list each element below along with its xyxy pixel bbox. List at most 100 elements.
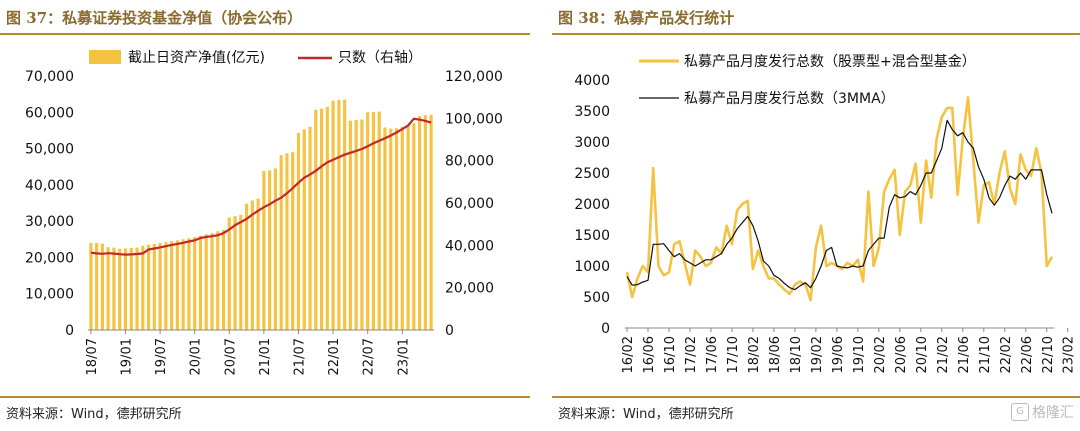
bar (221, 229, 226, 330)
bar (210, 233, 214, 330)
legend-label: 私募产品月度发行总数（3MMA） (684, 91, 895, 107)
bar (377, 111, 381, 330)
right-y-tick-label: 60,000 (445, 196, 494, 212)
x-tick-label: 19/07 (154, 338, 169, 375)
legend-swatch-bar (89, 50, 121, 64)
legend-label: 只数（右轴） (338, 50, 422, 66)
top-divider (0, 33, 530, 35)
bar (141, 245, 145, 330)
bar (406, 125, 410, 330)
y-tick-label: 2000 (574, 197, 610, 213)
y-tick-label: 1000 (574, 259, 610, 275)
bar (256, 198, 260, 330)
bar (233, 216, 237, 330)
x-tick-label: 17/02 (684, 336, 699, 373)
chart-panel-nav: 图 37：私募证券投资基金净值（协会公布） 0 10,000 20,000 30,00… (0, 0, 530, 431)
bar (181, 239, 185, 330)
x-tick-label: 21/06 (957, 336, 972, 373)
bar (371, 111, 376, 331)
bar (273, 168, 278, 330)
bar (227, 217, 231, 330)
bar (383, 127, 387, 330)
y-tick-label: 2500 (574, 166, 610, 182)
bar (343, 99, 347, 330)
bar (429, 114, 433, 330)
bar (158, 242, 162, 330)
left-y-tick-label: 20,000 (25, 250, 74, 266)
chart-title: 图 37：私募证券投资基金净值（协会公布） (6, 9, 303, 27)
bottom-divider (0, 396, 530, 398)
bar (262, 171, 266, 330)
bar (325, 106, 329, 330)
bar (296, 132, 301, 330)
x-tick-label: 16/10 (663, 336, 678, 373)
x-tick-label: 19/01 (119, 338, 134, 375)
left-y-tick-label: 10,000 (25, 287, 74, 303)
issuance-chart-svg: 0 500 1000 1500 2000 2500 3000 3500 4000 16/02 16/… (574, 53, 1076, 373)
bar (118, 248, 122, 330)
left-y-tick-label: 30,000 (25, 214, 74, 230)
left-y-tick-label: 70,000 (25, 69, 74, 85)
y-tick-label: 1500 (574, 228, 610, 244)
source-note: 资料来源：Wind，德邦研究所 (6, 407, 182, 422)
x-tick-label: 20/10 (915, 336, 930, 373)
watermark: G 格隆汇 (1011, 402, 1074, 422)
bar (135, 247, 139, 330)
bar (360, 119, 364, 331)
left-y-tick-label: 60,000 (25, 105, 74, 121)
bar (198, 235, 203, 330)
right-y-tick-label: 40,000 (445, 238, 494, 254)
x-tick-label: 21/02 (936, 336, 951, 373)
x-tick-label: 17/06 (705, 336, 720, 373)
bar (216, 231, 220, 330)
x-tick-label: 18/10 (789, 336, 804, 373)
bar (89, 242, 93, 330)
source-note: 资料来源：Wind，德邦研究所 (558, 407, 734, 422)
bar (123, 248, 128, 330)
bar (244, 203, 249, 330)
right-y-tick-label: 20,000 (445, 281, 494, 297)
bar (193, 237, 197, 330)
x-tick-label: 22/07 (362, 338, 377, 375)
legend-label: 私募产品月度发行总数（股票型+混合型基金） (684, 53, 976, 70)
bar (129, 247, 133, 330)
y-tick-label: 3500 (574, 104, 610, 120)
mma3-line (626, 119, 1053, 291)
bar (170, 241, 174, 330)
bar (337, 99, 341, 330)
bar (95, 242, 99, 330)
bar (106, 247, 110, 330)
x-tick-label: 19/06 (831, 336, 846, 373)
bar (366, 112, 370, 331)
bottom-divider (552, 396, 1080, 398)
bar (204, 234, 208, 330)
bar (348, 120, 352, 330)
x-tick-label: 22/02 (999, 336, 1014, 373)
x-tick-label: 23/01 (396, 338, 411, 375)
bar (308, 126, 312, 330)
legend-label: 截止日资产净值(亿元) (128, 50, 265, 66)
top-divider (552, 33, 1080, 35)
x-tick-label: 16/06 (642, 336, 657, 373)
bar (314, 109, 318, 330)
bar (285, 153, 289, 330)
x-tick-label: 21/10 (978, 336, 993, 373)
chart-panel-issuance: 图 38：私募产品发行统计 0 500 1000 1500 2000 2500 3000 35… (552, 0, 1080, 431)
bar (291, 152, 295, 330)
right-y-tick-label: 100,000 (445, 111, 503, 127)
x-tick-label: 22/01 (327, 338, 342, 375)
right-y-tick-label: 120,000 (445, 69, 503, 85)
bar (268, 170, 272, 330)
bar (394, 128, 399, 330)
x-tick-label: 19/10 (852, 336, 867, 373)
right-y-tick-label: 0 (445, 323, 454, 339)
x-tick-label: 21/01 (258, 338, 273, 375)
bar (146, 244, 151, 330)
bar (319, 108, 324, 331)
bar (331, 100, 335, 330)
bar (389, 128, 393, 330)
left-y-tick-label: 40,000 (25, 178, 74, 194)
bar (164, 242, 168, 330)
x-tick-label: 20/01 (189, 338, 204, 375)
bar (279, 155, 283, 330)
